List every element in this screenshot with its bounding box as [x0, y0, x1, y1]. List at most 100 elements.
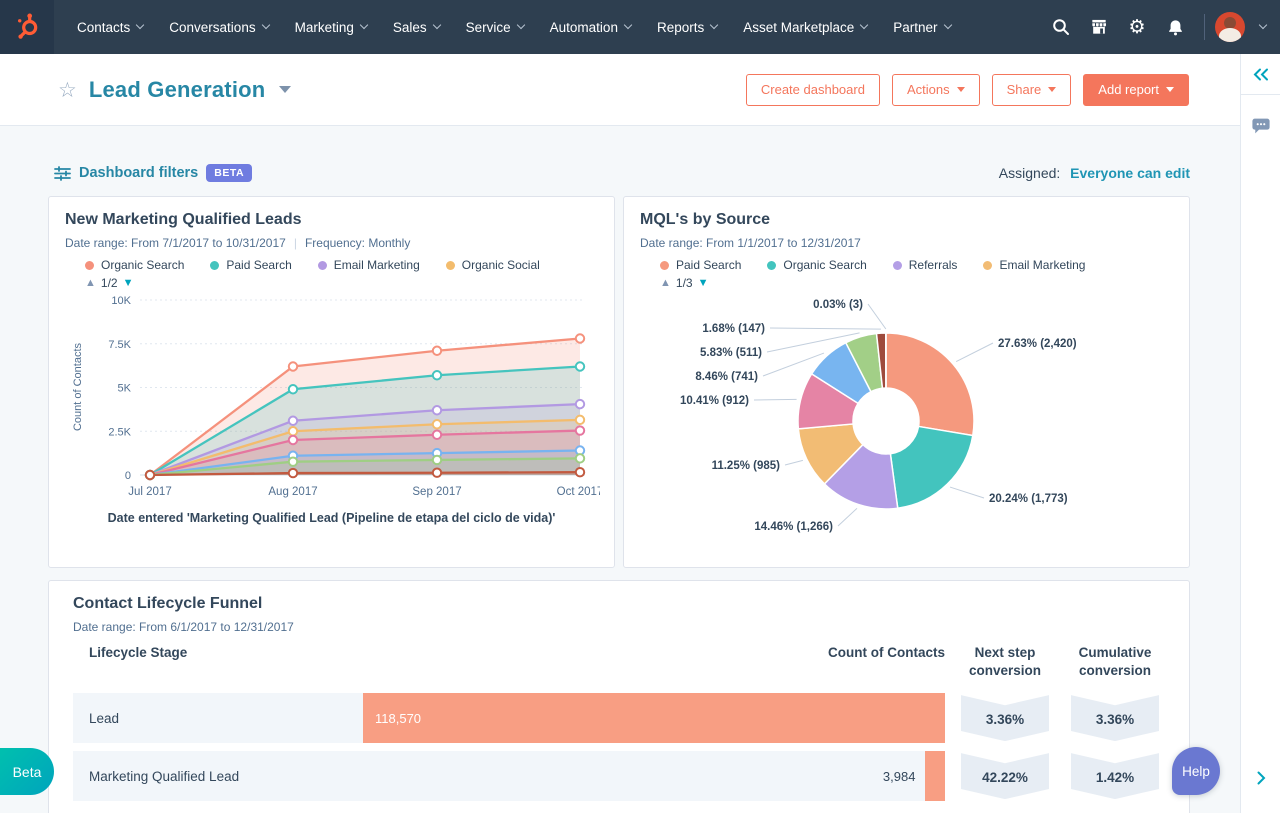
- nav-item-conversations[interactable]: Conversations: [156, 0, 281, 54]
- funnel-bar[interactable]: [363, 693, 945, 744]
- sprocket-icon: [18, 13, 38, 39]
- account-avatar[interactable]: [1215, 8, 1268, 46]
- funnel-count-value: 118,570: [375, 710, 422, 726]
- help-button[interactable]: Help: [1172, 747, 1220, 795]
- legend-item[interactable]: Email Marketing: [983, 258, 1085, 272]
- svg-text:10K: 10K: [111, 295, 131, 307]
- legend-dot: [983, 260, 993, 270]
- funnel-stage-label: Lead: [89, 710, 120, 726]
- search-icon[interactable]: [1042, 8, 1080, 46]
- legend-item[interactable]: Email Marketing: [317, 258, 420, 272]
- nav-item-sales[interactable]: Sales: [380, 0, 453, 54]
- donut-slice-label: 1.68% (147): [702, 323, 765, 335]
- legend-pager: ▲ 1/3 ▼: [660, 276, 1173, 290]
- chevron-down-icon: [136, 20, 145, 30]
- report-card-lifecycle-funnel: Contact Lifecycle Funnel Date range: Fro…: [48, 580, 1190, 813]
- top-navigation: Contacts Conversations Marketing Sales S…: [0, 0, 1280, 54]
- hubspot-logo[interactable]: [0, 0, 54, 54]
- nav-item-partner[interactable]: Partner: [880, 0, 963, 54]
- add-report-button[interactable]: Add report: [1083, 73, 1189, 106]
- donut-chart[interactable]: 27.63% (2,420) 20.24% (1,773) 14.46% (1,26…: [640, 290, 1175, 558]
- donut-slice-label: 10.41% (912): [680, 395, 749, 407]
- legend-item[interactable]: Organic Search: [767, 258, 867, 272]
- donut-slice-label: 11.25% (985): [712, 460, 781, 472]
- expand-panel-button[interactable]: [1241, 771, 1280, 785]
- donut-slice-label: 5.83% (511): [700, 347, 762, 359]
- donut-slice-label: 27.63% (2,420): [998, 338, 1077, 350]
- nav-item-service[interactable]: Service: [453, 0, 537, 54]
- svg-text:Oct 2017: Oct 2017: [557, 486, 600, 498]
- filter-sliders-icon: [54, 165, 71, 181]
- favorite-star-icon[interactable]: ☆: [58, 77, 77, 102]
- legend-item[interactable]: Paid Search: [660, 258, 741, 272]
- column-header-next-step: Next step conversion: [968, 645, 1042, 678]
- comments-icon[interactable]: [1251, 117, 1271, 135]
- nav-item-reports[interactable]: Reports: [644, 0, 730, 54]
- legend-item[interactable]: Organic Social: [445, 258, 540, 272]
- funnel-bar[interactable]: [925, 751, 945, 802]
- beta-pill-button[interactable]: Beta: [0, 748, 54, 795]
- chart-legend: Paid Search Organic Search Referrals Ema…: [660, 258, 1173, 272]
- nav-item-contacts[interactable]: Contacts: [64, 0, 156, 54]
- legend-dot: [660, 260, 669, 270]
- chevron-down-icon: [432, 20, 441, 30]
- create-dashboard-button[interactable]: Create dashboard: [745, 73, 880, 106]
- nav-item-automation[interactable]: Automation: [537, 0, 644, 54]
- dashboard-filters-button[interactable]: Dashboard filters BETA: [54, 164, 253, 182]
- nav-item-asset-marketplace[interactable]: Asset Marketplace: [730, 0, 880, 54]
- page-title[interactable]: Lead Generation: [88, 76, 266, 102]
- beta-badge: BETA: [206, 164, 253, 182]
- funnel-row: Marketing Qualified Lead 3,984 42.22% 1.…: [73, 751, 1165, 802]
- legend-dot: [317, 260, 327, 270]
- marketplace-icon[interactable]: [1080, 8, 1118, 46]
- legend-dot: [767, 260, 777, 270]
- assigned-label: Assigned:: [998, 165, 1061, 181]
- nav-divider: [1204, 14, 1205, 40]
- svg-text:2.5K: 2.5K: [108, 426, 131, 438]
- legend-item[interactable]: Referrals: [892, 258, 957, 272]
- report-title: New Marketing Qualified Leads: [65, 211, 302, 228]
- legend-page-indicator: 1/3: [675, 276, 693, 290]
- svg-text:7.5K: 7.5K: [108, 339, 131, 351]
- svg-text:Jul 2017: Jul 2017: [128, 486, 171, 498]
- share-button[interactable]: Share: [991, 73, 1072, 106]
- column-header-cumulative: Cumulative conversion: [1078, 645, 1152, 678]
- svg-text:0: 0: [125, 470, 131, 482]
- chart-legend: Organic Search Paid Search Email Marketi…: [85, 258, 598, 272]
- report-title: MQL's by Source: [640, 211, 771, 228]
- legend-item[interactable]: Paid Search: [210, 258, 292, 272]
- chevron-down-icon: [1048, 87, 1057, 92]
- collapse-panel-button[interactable]: [1241, 54, 1280, 95]
- funnel-stage-label: Marketing Qualified Lead: [89, 768, 240, 784]
- report-card-new-mqls: New Marketing Qualified Leads Date range…: [48, 196, 615, 568]
- settings-icon[interactable]: ⚙: [1128, 15, 1146, 38]
- report-card-mqls-by-source: MQL's by Source Date range: From 1/1/201…: [623, 196, 1190, 568]
- dashboard-body: Dashboard filters BETA Assigned: Everyon…: [0, 126, 1240, 813]
- chevron-down-icon: [709, 20, 719, 30]
- legend-item[interactable]: Organic Search: [85, 258, 184, 272]
- double-chevron-left-icon: [1253, 68, 1268, 80]
- nav-menu: Contacts Conversations Marketing Sales S…: [64, 0, 964, 54]
- nav-right-icons: ⚙: [1042, 8, 1280, 46]
- svg-text:Count of Contacts: Count of Contacts: [72, 342, 84, 431]
- actions-button[interactable]: Actions: [891, 73, 980, 106]
- funnel-rows: Lead 118,570 3.36% 3.36% Marketing Quali…: [73, 693, 1165, 802]
- chevron-down-icon: [359, 20, 369, 30]
- report-date-range: Date range: From 7/1/2017 to 10/31/2017: [65, 236, 286, 250]
- donut-slice-label: 14.46% (1,266): [754, 521, 833, 533]
- chevron-down-icon: [943, 20, 952, 30]
- legend-page-down-icon[interactable]: ▼: [122, 277, 134, 289]
- assigned-value-link[interactable]: Everyone can edit: [1070, 165, 1190, 181]
- legend-page-down-icon[interactable]: ▼: [697, 277, 709, 289]
- area-line-chart[interactable]: 10K 7.5K 5K 2.5K 0 Count of Contacts Jul 2017 A…: [65, 290, 603, 502]
- dashboard-switcher-caret-icon[interactable]: [279, 86, 292, 93]
- notifications-icon[interactable]: [1156, 8, 1194, 46]
- chevron-down-icon: [623, 20, 633, 30]
- nav-item-marketing[interactable]: Marketing: [282, 0, 380, 54]
- legend-page-up-icon[interactable]: ▲: [660, 277, 671, 289]
- dashboard-header: ☆ Lead Generation Create dashboard Actio…: [0, 54, 1280, 126]
- next-step-conversion-badge: 42.22%: [961, 753, 1049, 800]
- legend-page-up-icon[interactable]: ▲: [85, 277, 96, 289]
- legend-dot: [892, 260, 902, 270]
- svg-text:5K: 5K: [118, 383, 132, 395]
